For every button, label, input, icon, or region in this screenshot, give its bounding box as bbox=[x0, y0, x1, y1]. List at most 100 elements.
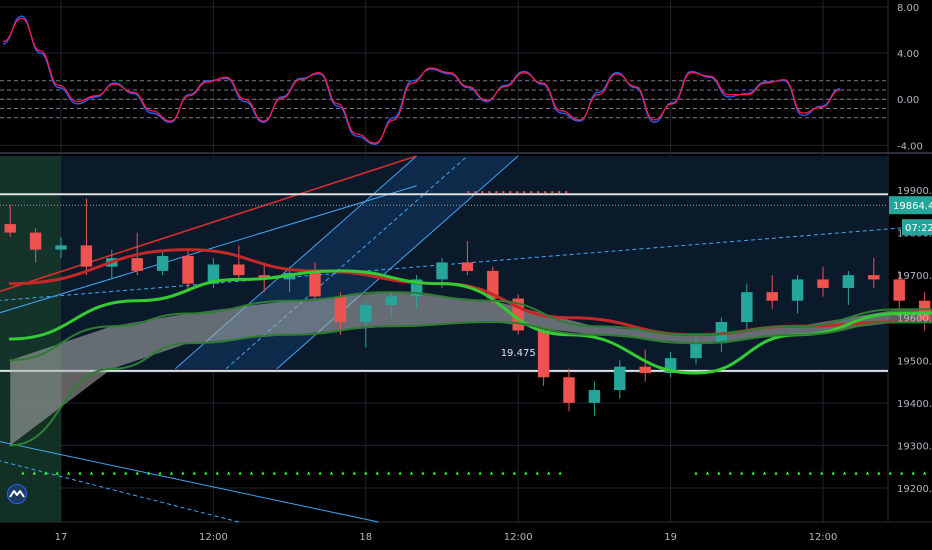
price-y-tick-label: 19400.00 bbox=[897, 399, 932, 410]
price-y-tick-label: 19600.00 bbox=[897, 314, 932, 325]
buy-signal-marker bbox=[854, 471, 858, 475]
buy-signal-marker bbox=[181, 471, 185, 475]
osc-y-tick-label: -4.00 bbox=[897, 141, 923, 152]
price-y-tick-label: 19700.00 bbox=[897, 271, 932, 282]
osc-series-fast bbox=[2, 15, 841, 145]
x-tick-label: 17 bbox=[55, 532, 68, 543]
buy-signal-marker bbox=[158, 471, 162, 475]
candle-body bbox=[410, 279, 423, 297]
buy-signal-marker bbox=[124, 471, 128, 475]
candle-body bbox=[639, 366, 651, 374]
buy-signal-marker bbox=[797, 471, 801, 475]
candle-body bbox=[563, 377, 575, 403]
price-y-axis[interactable]: 19900.0019800.0019700.0019600.0019500.00… bbox=[889, 186, 932, 495]
buy-signal-marker bbox=[421, 471, 425, 475]
buy-signal-marker bbox=[923, 471, 927, 475]
candle-body bbox=[817, 279, 829, 288]
candle-body bbox=[55, 245, 67, 250]
sell-signal-marker bbox=[544, 191, 547, 194]
buy-signal-marker bbox=[694, 471, 698, 475]
candle-body bbox=[4, 224, 16, 233]
buy-signal-marker bbox=[444, 471, 448, 475]
buy-signal-marker bbox=[238, 471, 242, 475]
tradingview-logo-icon[interactable] bbox=[4, 484, 30, 504]
sell-signal-marker bbox=[516, 191, 519, 194]
ma-band-upper bbox=[9, 291, 932, 362]
candle-body bbox=[360, 304, 372, 322]
buy-signal-marker bbox=[877, 471, 881, 475]
channel-midline bbox=[225, 155, 468, 370]
candle-body bbox=[385, 296, 397, 305]
candle-body bbox=[207, 264, 220, 284]
buy-signal-marker bbox=[261, 471, 265, 475]
buy-signal-marker bbox=[112, 471, 116, 475]
ma-band-lower bbox=[9, 320, 932, 447]
sell-signal-marker bbox=[537, 191, 540, 194]
candle-body bbox=[156, 256, 169, 271]
buy-signal-marker bbox=[307, 471, 311, 475]
buy-signal-marker bbox=[900, 471, 904, 475]
buy-signal-marker bbox=[295, 471, 299, 475]
last-price-tag bbox=[889, 196, 932, 215]
sell-signal-marker bbox=[467, 191, 470, 194]
buy-signal-marker bbox=[89, 471, 94, 475]
buy-signal-marker bbox=[489, 471, 494, 475]
buy-signal-marker bbox=[728, 471, 732, 475]
buy-signal-marker bbox=[888, 471, 892, 475]
candle-body bbox=[29, 232, 42, 250]
oscillator-y-axis[interactable]: 8.00 4.00 0.00 -4.00 bbox=[897, 3, 923, 152]
buy-signal-marker bbox=[147, 471, 151, 475]
buy-signal-marker bbox=[785, 471, 790, 475]
buy-signal-marker bbox=[272, 471, 276, 475]
buy-signal-marker bbox=[78, 471, 82, 475]
buy-signal-marker bbox=[512, 471, 516, 475]
x-tick-label: 19 bbox=[664, 532, 677, 543]
price-y-tick-label: 19300.00 bbox=[897, 441, 932, 452]
last-price-value: 19864.42 bbox=[893, 201, 932, 212]
buy-signal-marker bbox=[455, 471, 459, 475]
buy-signal-marker bbox=[215, 471, 219, 475]
buy-signal-marker bbox=[249, 471, 254, 475]
buy-signal-marker bbox=[762, 471, 767, 475]
candle-body bbox=[182, 256, 194, 284]
candle-body bbox=[690, 343, 702, 359]
candle-body bbox=[80, 245, 93, 267]
buy-signal-marker bbox=[717, 471, 721, 475]
price-y-tick-label: 19500.00 bbox=[897, 356, 932, 367]
sell-signal-marker bbox=[481, 191, 484, 194]
oscillator-pane[interactable] bbox=[0, 15, 888, 145]
candle-body bbox=[131, 258, 143, 271]
sell-signal-marker bbox=[488, 191, 491, 194]
sell-signal-marker bbox=[558, 191, 561, 194]
candle-body bbox=[842, 275, 855, 288]
candle-body bbox=[868, 275, 880, 280]
buy-signal-marker bbox=[547, 471, 551, 475]
buy-signal-marker bbox=[831, 471, 835, 475]
buy-signal-marker bbox=[467, 471, 471, 475]
buy-signal-marker bbox=[227, 471, 231, 475]
candle-body bbox=[614, 366, 626, 391]
buy-signal-marker bbox=[204, 471, 208, 475]
countdown-value: 07:22 bbox=[905, 223, 932, 234]
sell-signal-marker bbox=[551, 191, 554, 194]
buy-signal-marker bbox=[524, 471, 528, 475]
osc-y-tick-label: 4.00 bbox=[897, 49, 919, 60]
candle-body bbox=[233, 264, 245, 276]
buy-signal-marker bbox=[820, 471, 824, 475]
candle-body bbox=[436, 262, 448, 280]
price-pane[interactable]: 19.89019.475 bbox=[0, 155, 932, 523]
price-y-tick-label: 19900.00 bbox=[897, 186, 932, 197]
candle-body bbox=[791, 279, 804, 301]
price-y-tick-label: 19200.00 bbox=[897, 484, 932, 495]
candle-body bbox=[741, 292, 753, 322]
buy-signal-marker bbox=[842, 471, 847, 475]
buy-signal-marker bbox=[375, 471, 379, 475]
sell-signal-marker bbox=[565, 191, 568, 194]
buy-signal-marker bbox=[751, 471, 755, 475]
buy-signal-marker bbox=[352, 471, 356, 475]
buy-signal-marker bbox=[808, 471, 812, 475]
sell-signal-marker bbox=[502, 191, 505, 194]
candle-body bbox=[766, 292, 778, 301]
